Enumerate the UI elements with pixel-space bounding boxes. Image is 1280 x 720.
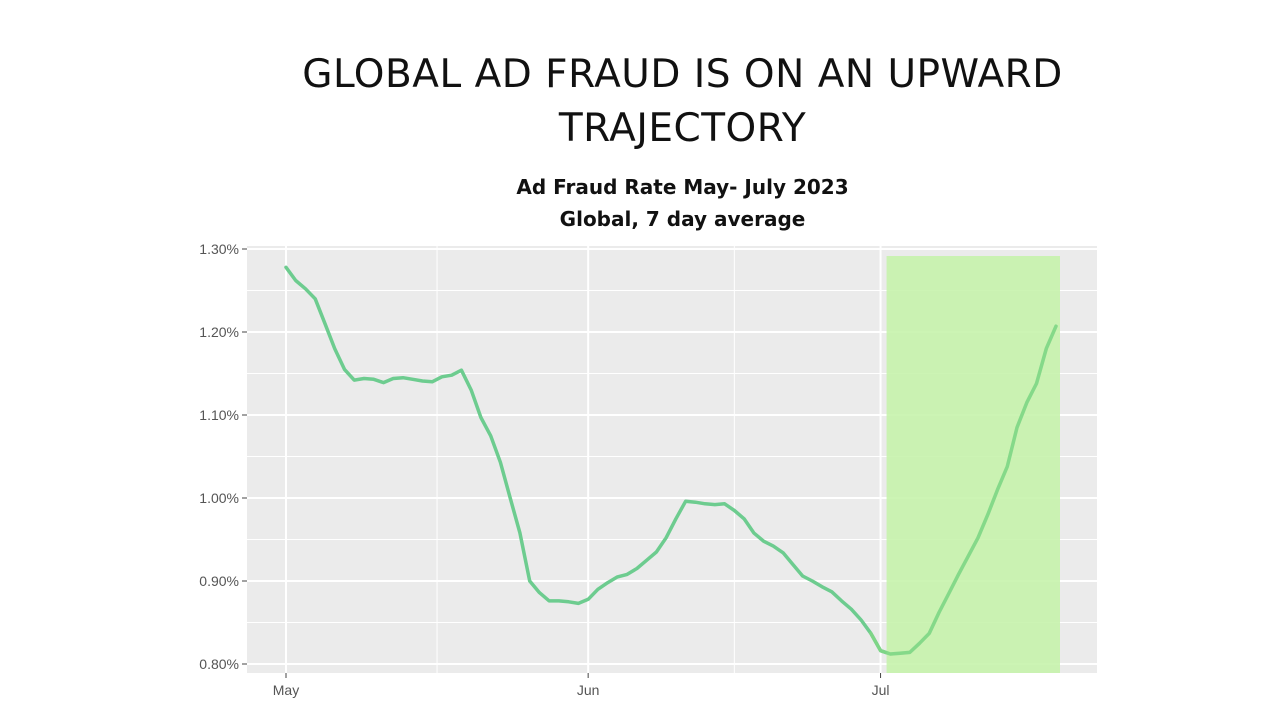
- y-tick-label: 1.30%: [199, 241, 239, 257]
- slide-title: GLOBAL AD FRAUD IS ON AN UPWARD TRAJECTO…: [302, 52, 1063, 152]
- chart-title: Ad Fraud Rate May- July 2023: [516, 175, 849, 199]
- x-tick-label: May: [273, 682, 299, 698]
- y-tick-label: 1.10%: [199, 407, 239, 423]
- y-tick-label: 0.90%: [199, 573, 239, 589]
- july-highlight-region: [886, 256, 1060, 673]
- chart-title-block: Ad Fraud Rate May- July 2023 Global, 7 d…: [380, 171, 985, 235]
- chart-subtitle: Global, 7 day average: [559, 207, 806, 231]
- fraud-rate-line-july: [869, 324, 1058, 656]
- y-tick-label: 0.80%: [199, 656, 239, 672]
- x-tick-label: Jun: [577, 682, 600, 698]
- y-tick-label: 1.20%: [199, 324, 239, 340]
- y-tick-label: 1.00%: [199, 490, 239, 506]
- x-tick-label: Jul: [872, 682, 890, 698]
